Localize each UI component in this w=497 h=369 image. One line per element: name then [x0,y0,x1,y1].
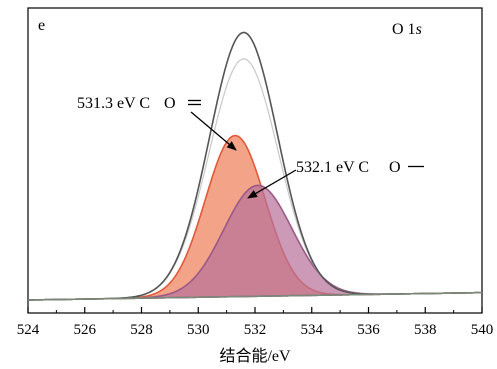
annotation-peak-1-bond: O [164,95,176,112]
x-tick-label-536: 536 [357,322,380,338]
arrow-peak-2 [247,169,297,199]
annotation-peak-1: 531.3 eV C O [77,95,176,112]
arrow-peak-1 [190,111,237,151]
x-tick-label-524: 524 [17,322,40,338]
x-axis-title: 结合能/eV [219,347,291,365]
x-tick-label-532: 532 [244,322,267,338]
annotation-peak-1-value: 531.3 eV C [77,95,150,112]
curves-layer [27,31,483,301]
x-tick-label-540: 540 [471,322,494,338]
baseline-line [27,291,483,301]
x-tick-label-538: 538 [414,322,437,338]
x-tick-label-530: 530 [187,322,210,338]
double-bond-symbol [188,99,201,106]
x-tick-label-534: 534 [301,322,324,338]
annotation-peak-2-value: 532.1 eV C [296,159,369,176]
peak-area-2 [27,184,483,301]
plot-area: 524 526 528 530 532 534 536 538 540 [17,7,494,338]
annotation-peak-2: 532.1 eV C O [296,159,401,176]
x-tick-label-526: 526 [74,322,97,338]
panel-label: e [38,17,45,34]
chart-title: O 1s [392,21,422,38]
annotation-peak-2-bond: O [389,159,401,176]
chart-title-main: O 1 [392,21,416,38]
x-axis-ticks: 524 526 528 530 532 534 536 538 540 [17,307,494,338]
x-tick-label-528: 528 [130,322,153,338]
chart-title-italic: s [416,21,422,38]
